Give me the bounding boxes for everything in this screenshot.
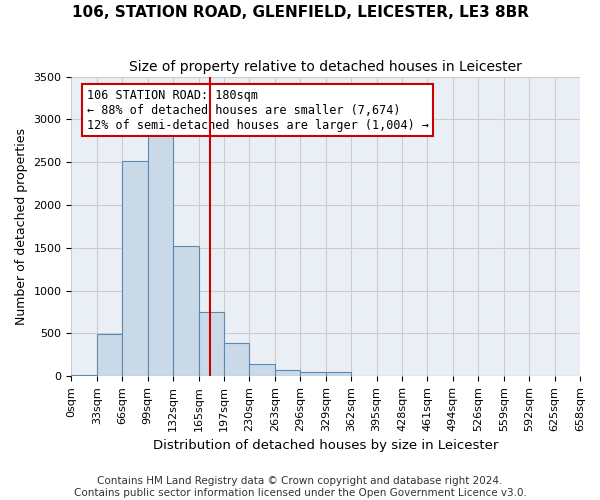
Bar — [326, 372, 351, 376]
Bar — [97, 334, 122, 376]
Bar — [148, 135, 173, 376]
Bar — [300, 372, 326, 376]
Text: Contains HM Land Registry data © Crown copyright and database right 2024.
Contai: Contains HM Land Registry data © Crown c… — [74, 476, 526, 498]
Bar — [173, 246, 199, 376]
Title: Size of property relative to detached houses in Leicester: Size of property relative to detached ho… — [129, 60, 522, 74]
X-axis label: Distribution of detached houses by size in Leicester: Distribution of detached houses by size … — [153, 440, 499, 452]
Bar — [250, 364, 275, 376]
Text: 106 STATION ROAD: 180sqm
← 88% of detached houses are smaller (7,674)
12% of sem: 106 STATION ROAD: 180sqm ← 88% of detach… — [86, 88, 428, 132]
Bar — [71, 374, 97, 376]
Bar — [122, 162, 148, 376]
Bar — [224, 343, 250, 376]
Bar — [199, 312, 224, 376]
Y-axis label: Number of detached properties: Number of detached properties — [15, 128, 28, 325]
Bar — [275, 370, 300, 376]
Text: 106, STATION ROAD, GLENFIELD, LEICESTER, LE3 8BR: 106, STATION ROAD, GLENFIELD, LEICESTER,… — [71, 5, 529, 20]
